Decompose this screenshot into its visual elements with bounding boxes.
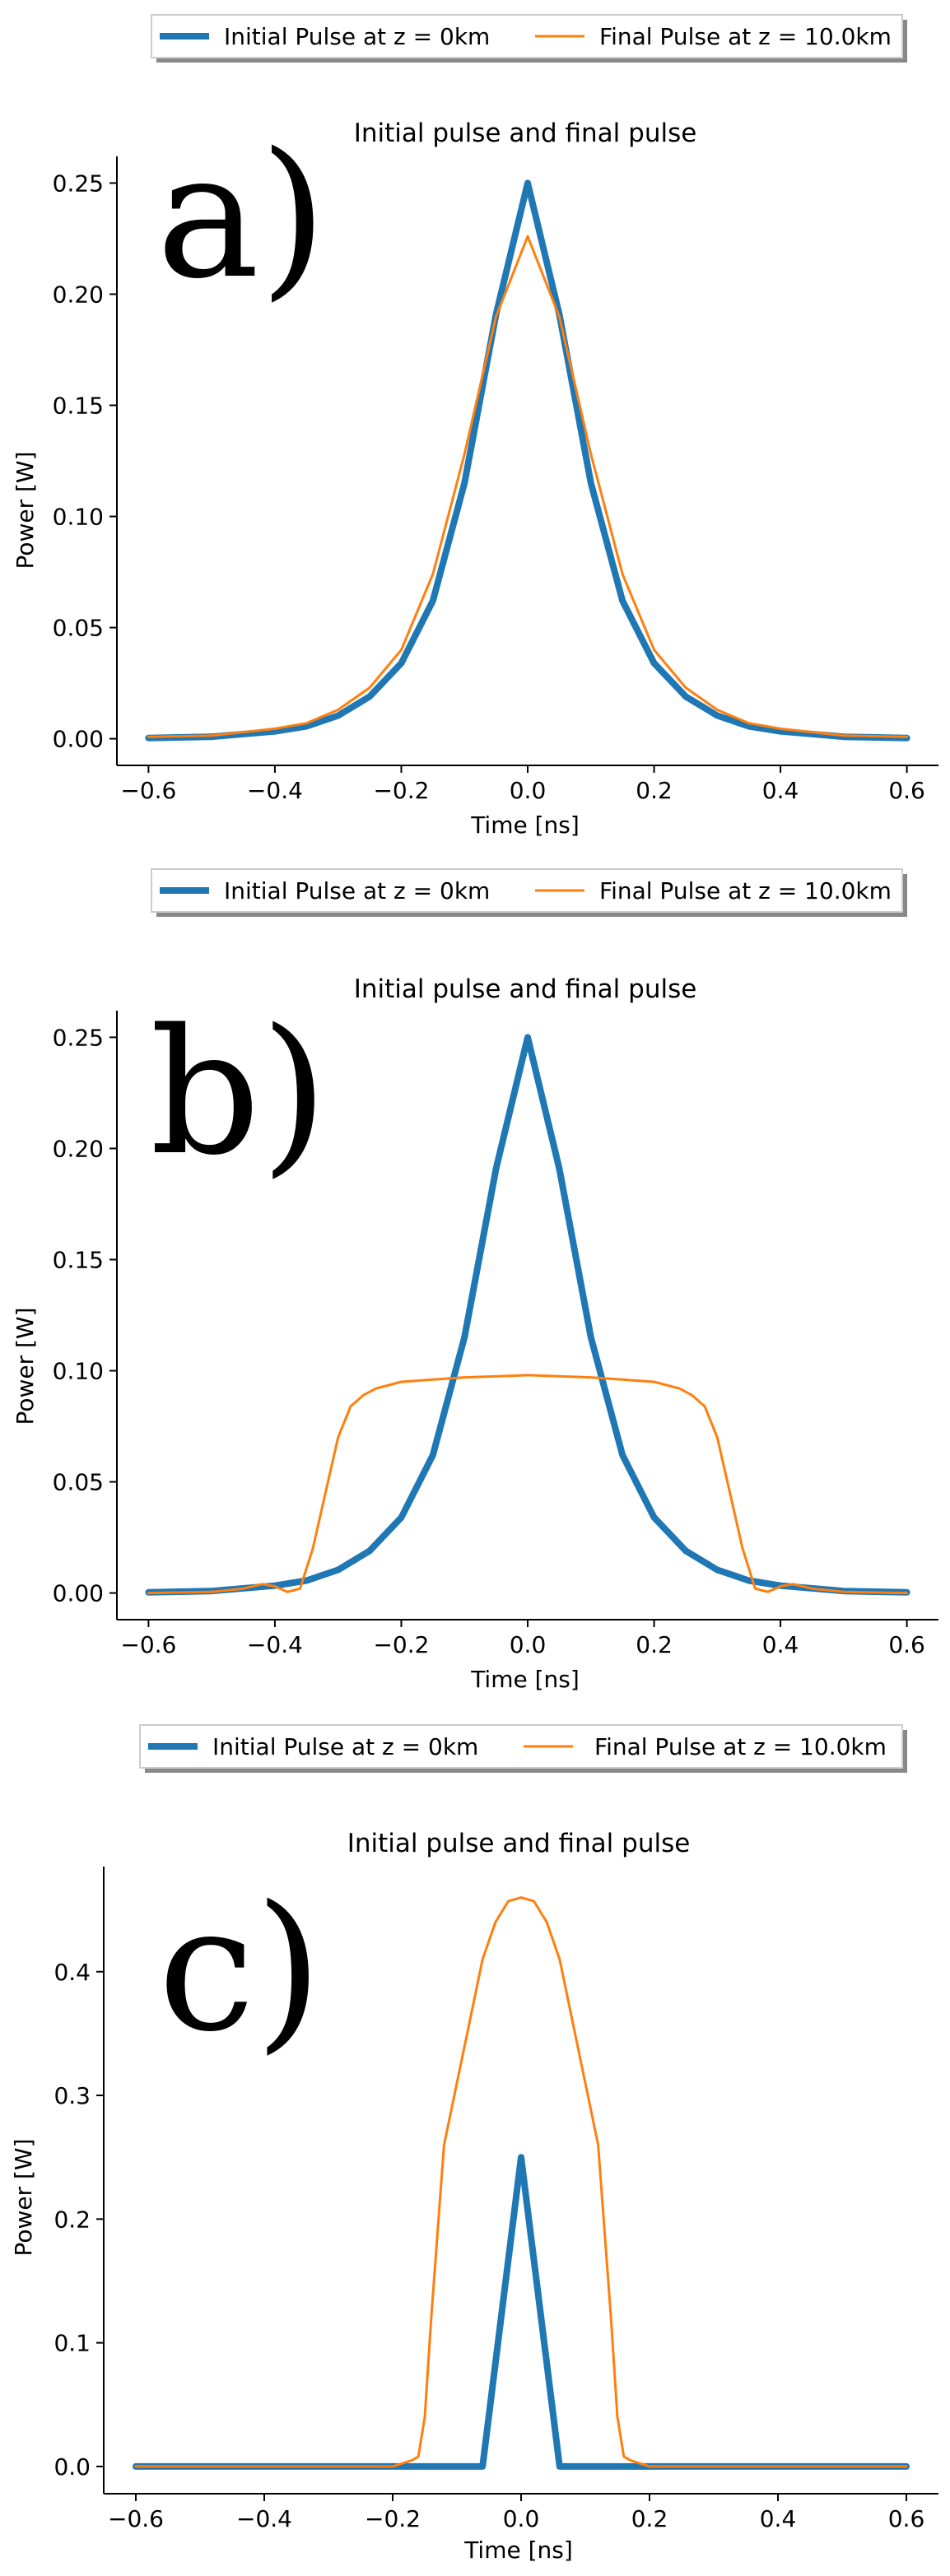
x-tick-label: −0.2 xyxy=(373,1631,429,1658)
y-tick-label: 0.20 xyxy=(53,1135,104,1162)
legend-c: Initial Pulse at z = 0km Final Pulse at … xyxy=(139,1724,907,1773)
y-tick-label: 0.10 xyxy=(53,1358,104,1385)
y-tick-label: 0.05 xyxy=(53,1469,104,1496)
x-tick-label: −0.6 xyxy=(108,2505,164,2532)
ylabel-a: Power [W] xyxy=(12,451,39,569)
final-pulse-line xyxy=(147,1374,909,1595)
ylabel-b: Power [W] xyxy=(12,1307,39,1425)
legend-b-initial-label: Initial Pulse at z = 0km xyxy=(224,877,490,904)
panel-b: Initial Pulse at z = 0km Final Pulse at … xyxy=(12,868,938,1693)
y-tick-label: 0.25 xyxy=(53,1024,104,1051)
legend-c-final-label: Final Pulse at z = 10.0km xyxy=(594,1733,887,1760)
y-tick-label: 0.00 xyxy=(53,726,104,753)
x-tick-label: −0.4 xyxy=(247,777,303,804)
y-tick-label: 0.3 xyxy=(54,2082,91,2109)
legend-c-initial-label: Initial Pulse at z = 0km xyxy=(212,1733,478,1760)
lines-a xyxy=(145,179,910,742)
legend-a-initial-label: Initial Pulse at z = 0km xyxy=(224,23,490,50)
ylabel-c: Power [W] xyxy=(10,2138,37,2256)
y-tick-label: 0.15 xyxy=(53,1246,104,1273)
title-c: Initial pulse and final pulse xyxy=(347,1829,691,1858)
x-tick-label: −0.2 xyxy=(373,777,429,804)
x-tick-label: 0.0 xyxy=(503,2505,540,2532)
initial-pulse-line xyxy=(145,1034,910,1596)
y-tick-label: 0.4 xyxy=(54,1959,91,1986)
x-tick-label: 0.4 xyxy=(762,777,799,804)
lines-c xyxy=(133,1896,910,2470)
y-tick-label: 0.05 xyxy=(53,615,104,642)
final-pulse-line xyxy=(134,1896,908,2468)
panel-label-a: a) xyxy=(156,115,327,317)
y-tick-label: 0.1 xyxy=(54,2330,91,2357)
panel-label-b: b) xyxy=(150,992,328,1193)
x-tick-label: 0.2 xyxy=(636,777,673,804)
x-tick-label: −0.4 xyxy=(247,1631,303,1658)
x-tick-label: −0.2 xyxy=(365,2505,421,2532)
panel-label-c: c) xyxy=(158,1868,323,2070)
x-tick-label: 0.4 xyxy=(760,2505,797,2532)
title-b: Initial pulse and final pulse xyxy=(354,974,697,1004)
lines-b xyxy=(145,1034,910,1596)
x-tick-label: −0.6 xyxy=(120,1631,176,1658)
axes-a: −0.6 −0.4 −0.2 0.0 0.2 0.4 0.6 0.00 0.05 0.10 0.15… xyxy=(53,156,938,804)
x-tick-label: 0.6 xyxy=(888,2505,925,2532)
x-tick-label: 0.2 xyxy=(636,1631,673,1658)
xlabel-a: Time [ns] xyxy=(470,811,580,839)
y-tick-label: 0.2 xyxy=(54,2206,91,2233)
title-a: Initial pulse and final pulse xyxy=(354,119,697,148)
legend-b: Initial Pulse at z = 0km Final Pulse at … xyxy=(151,868,907,917)
x-tick-label: 0.4 xyxy=(762,1631,799,1658)
initial-pulse-line xyxy=(145,179,910,742)
x-tick-label: 0.6 xyxy=(888,1631,925,1658)
axes-c: −0.6 −0.4 −0.2 0.0 0.2 0.4 0.6 0.0 0.1 0.2 0.3 0.4 xyxy=(54,1867,938,2532)
xlabel-b: Time [ns] xyxy=(470,1666,580,1693)
legend-a: Initial Pulse at z = 0km Final Pulse at … xyxy=(151,14,907,63)
x-tick-label: −0.4 xyxy=(236,2505,292,2532)
y-tick-label: 0.25 xyxy=(53,170,104,197)
x-tick-label: 0.2 xyxy=(631,2505,668,2532)
final-pulse-line xyxy=(147,235,909,738)
xlabel-c: Time [ns] xyxy=(463,2536,573,2564)
x-tick-label: −0.6 xyxy=(120,777,176,804)
x-tick-label: 0.6 xyxy=(888,777,925,804)
y-tick-label: 0.20 xyxy=(53,281,104,308)
y-tick-label: 0.00 xyxy=(53,1580,104,1607)
legend-a-final-label: Final Pulse at z = 10.0km xyxy=(599,23,892,50)
axes-b: −0.6 −0.4 −0.2 0.0 0.2 0.4 0.6 0.00 0.05 0.10 0.15… xyxy=(53,1011,938,1658)
x-tick-label: 0.0 xyxy=(510,1631,547,1658)
legend-b-final-label: Final Pulse at z = 10.0km xyxy=(599,877,892,904)
y-tick-label: 0.15 xyxy=(53,392,104,419)
y-tick-label: 0.0 xyxy=(54,2453,91,2481)
panel-a: Initial Pulse at z = 0km Final Pulse at … xyxy=(12,14,938,839)
panel-c: Initial Pulse at z = 0km Final Pulse at … xyxy=(10,1724,938,2564)
y-tick-label: 0.10 xyxy=(53,504,104,531)
x-tick-label: 0.0 xyxy=(510,777,547,804)
